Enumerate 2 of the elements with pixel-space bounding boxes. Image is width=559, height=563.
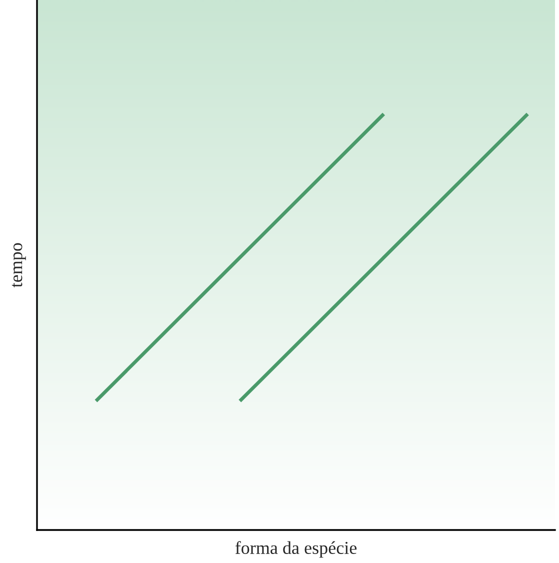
- y-axis-title: tempo: [12, 243, 26, 288]
- x-axis-title: forma da espécie: [235, 541, 357, 558]
